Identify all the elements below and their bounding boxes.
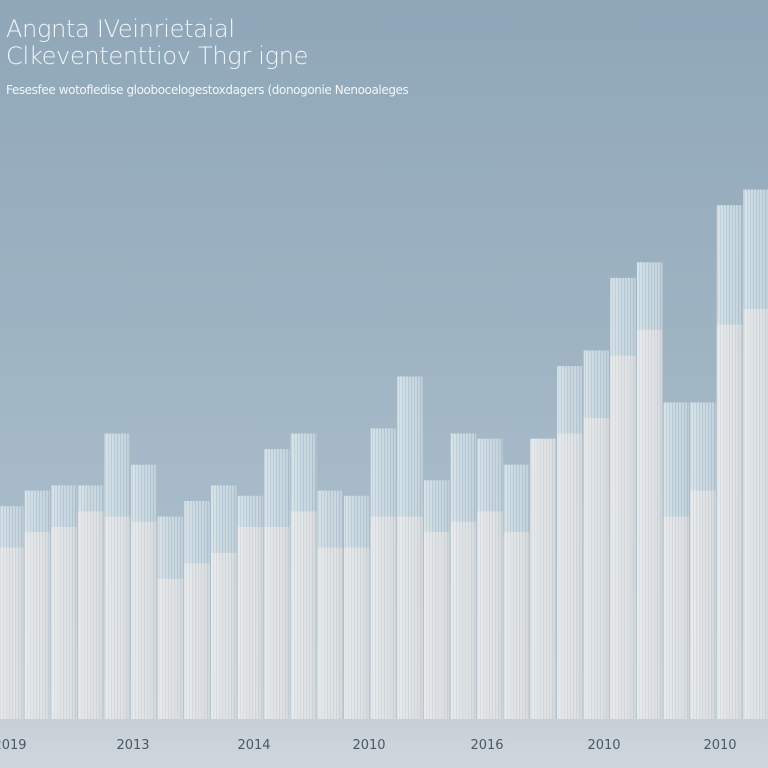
bar-shading bbox=[716, 205, 743, 719]
x-tick-label: 2010 bbox=[587, 738, 621, 753]
x-tick-label: 2016 bbox=[470, 738, 504, 753]
bar-shading bbox=[211, 485, 237, 719]
bar-shading bbox=[503, 464, 530, 719]
bar-shading bbox=[77, 485, 104, 719]
bar-shading bbox=[0, 506, 24, 719]
chart-title: Angnta IVeinrietaial Clkevententtiov Thg… bbox=[6, 16, 308, 70]
chart-floor bbox=[0, 719, 768, 768]
x-tick-label: 2013 bbox=[116, 738, 150, 753]
title-line-1: Angnta IVeinrietaial bbox=[6, 15, 235, 43]
bar-shading bbox=[636, 262, 663, 719]
bars-group bbox=[0, 189, 768, 720]
bar-shading bbox=[530, 438, 556, 719]
bar-shading bbox=[184, 501, 210, 719]
bar-shading bbox=[104, 433, 131, 719]
bar-shading bbox=[370, 428, 397, 719]
x-tick-label: 2014 bbox=[237, 738, 271, 753]
x-tick-label: 2010 bbox=[703, 738, 737, 753]
bar-shading bbox=[397, 376, 423, 719]
bar-shading bbox=[690, 402, 716, 719]
bar-shading bbox=[610, 277, 636, 719]
bar-shading bbox=[317, 490, 343, 719]
x-axis-labels: 2019 2013 2014 2010 2016 2010 2010 bbox=[0, 738, 768, 760]
bar-shading bbox=[450, 433, 477, 719]
x-tick-label: 2019 bbox=[0, 738, 27, 753]
bar-shading bbox=[290, 433, 317, 719]
bar-shading bbox=[51, 485, 77, 719]
bar-shading bbox=[131, 464, 157, 719]
bar-shading bbox=[477, 438, 503, 719]
bar-shading bbox=[24, 490, 51, 719]
x-tick-label: 2010 bbox=[352, 738, 386, 753]
bar-shading bbox=[264, 449, 290, 719]
bar-shading bbox=[743, 189, 768, 720]
title-line-2: Clkevententtiov Thgr igne bbox=[6, 42, 309, 70]
bar-shading bbox=[663, 402, 690, 719]
bar-shading bbox=[557, 366, 583, 719]
chart-subtitle: Fesesfee wotofledise gloobocelogestoxdag… bbox=[6, 83, 409, 97]
bar-shading bbox=[237, 495, 264, 719]
bar-shading bbox=[423, 480, 450, 719]
bar-shading bbox=[583, 350, 610, 719]
bar-shading bbox=[157, 516, 184, 719]
bar-shading bbox=[344, 495, 370, 719]
